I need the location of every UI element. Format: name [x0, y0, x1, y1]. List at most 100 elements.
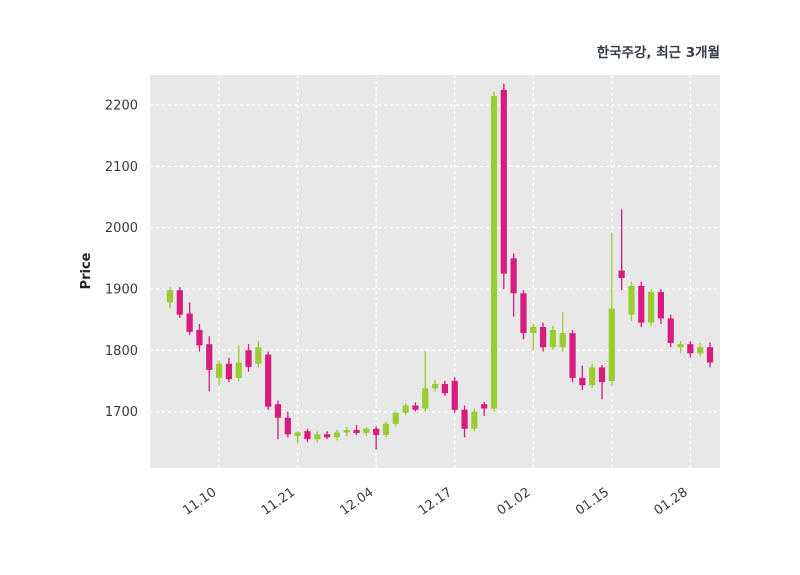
candle — [412, 402, 419, 412]
y-tick-label: 1900 — [105, 282, 138, 297]
gridlines — [150, 75, 720, 468]
candle — [697, 342, 704, 357]
candle-body — [323, 434, 331, 438]
candle — [373, 426, 380, 450]
candle — [490, 91, 498, 412]
candle — [481, 401, 488, 416]
candle-body — [638, 285, 645, 323]
candle-body — [382, 423, 390, 435]
candle — [196, 323, 203, 352]
candle — [166, 287, 174, 309]
x-tick-label: 01.02 — [494, 485, 533, 519]
y-tick-label: 2100 — [105, 160, 138, 175]
candle-body — [431, 384, 439, 389]
candle — [382, 422, 390, 438]
candle — [579, 365, 586, 391]
candle-body — [392, 412, 399, 424]
candle-body — [687, 344, 694, 354]
y-tick-label: 1800 — [105, 344, 138, 359]
candle — [677, 341, 684, 354]
candle — [628, 281, 635, 321]
candle-body — [579, 377, 586, 386]
candle — [353, 425, 360, 435]
candle — [215, 360, 223, 386]
candle — [667, 314, 674, 348]
candle-body — [166, 290, 174, 303]
candle-body — [510, 258, 517, 294]
y-axis-label: Price — [79, 252, 94, 289]
candle — [461, 405, 468, 438]
candle — [206, 336, 213, 392]
candle — [500, 83, 507, 289]
candle — [589, 363, 596, 389]
candle — [363, 426, 370, 437]
candle-body — [490, 95, 498, 409]
candle-body — [441, 384, 449, 394]
x-tick-label: 12.04 — [337, 485, 376, 519]
candle-body — [284, 417, 291, 435]
candle — [343, 426, 350, 437]
candle — [176, 287, 183, 318]
candle — [314, 431, 321, 443]
candle-body — [569, 333, 576, 378]
candle — [235, 345, 242, 381]
candle — [422, 351, 429, 412]
candle-body — [451, 380, 458, 410]
candle-body — [530, 326, 537, 334]
y-tick-label: 2000 — [105, 221, 138, 236]
candle-body — [265, 354, 272, 407]
candle-body — [186, 313, 193, 332]
candle — [294, 431, 301, 444]
candle-body — [647, 292, 655, 323]
candle-body — [274, 404, 282, 418]
candle — [510, 253, 517, 317]
candle-body — [618, 270, 625, 278]
candle-body — [402, 405, 409, 413]
candle — [225, 357, 233, 383]
candle-body — [500, 89, 507, 274]
candle-body — [422, 388, 429, 409]
candle — [392, 411, 399, 427]
candle-body — [255, 347, 262, 364]
candle-body — [481, 404, 488, 409]
candle-body — [461, 409, 468, 429]
candle — [530, 323, 537, 351]
candle — [638, 281, 645, 327]
candle-body — [363, 428, 370, 434]
candle — [441, 380, 449, 396]
candle-body — [520, 293, 527, 334]
candle — [431, 379, 439, 392]
candle-body — [412, 405, 419, 410]
candle — [471, 408, 478, 432]
candle — [402, 403, 409, 416]
candle — [569, 330, 576, 383]
candle — [608, 232, 615, 386]
candle — [451, 377, 458, 413]
candle — [539, 322, 547, 352]
candle-body — [225, 363, 233, 380]
candle-body — [373, 428, 380, 435]
candle-body — [215, 363, 223, 378]
candle-body — [697, 347, 704, 354]
candle — [186, 302, 193, 335]
candle-body — [706, 347, 714, 363]
x-tick-label: 11.21 — [259, 485, 298, 519]
candle — [687, 341, 694, 358]
candle-body — [333, 432, 341, 438]
candle-series — [166, 83, 714, 450]
y-tick-label: 2200 — [105, 99, 138, 114]
candle-body — [677, 344, 684, 348]
candle-body — [471, 411, 478, 429]
candle-body — [549, 330, 557, 348]
candle — [706, 342, 714, 368]
candle — [618, 209, 625, 291]
y-axis-tick-labels: 1700 1800 1900 2000 2100 2200 — [105, 99, 138, 421]
candle-body — [343, 429, 350, 433]
candle-body — [235, 362, 242, 378]
candle — [657, 288, 665, 324]
candle-body — [589, 367, 596, 386]
x-tick-label: 11.10 — [180, 485, 219, 519]
candle — [323, 431, 331, 440]
